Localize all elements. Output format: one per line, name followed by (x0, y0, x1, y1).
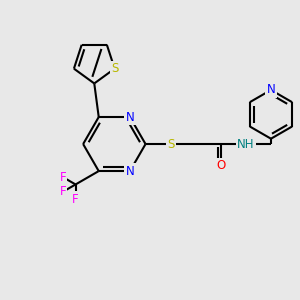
Text: S: S (167, 138, 175, 151)
Text: NH: NH (237, 138, 254, 151)
Text: F: F (72, 193, 79, 206)
Text: F: F (59, 185, 66, 198)
Text: N: N (267, 83, 275, 97)
Text: F: F (59, 170, 66, 184)
Text: S: S (111, 62, 118, 75)
Text: O: O (217, 159, 226, 172)
Text: N: N (126, 165, 134, 178)
Text: N: N (126, 110, 134, 124)
